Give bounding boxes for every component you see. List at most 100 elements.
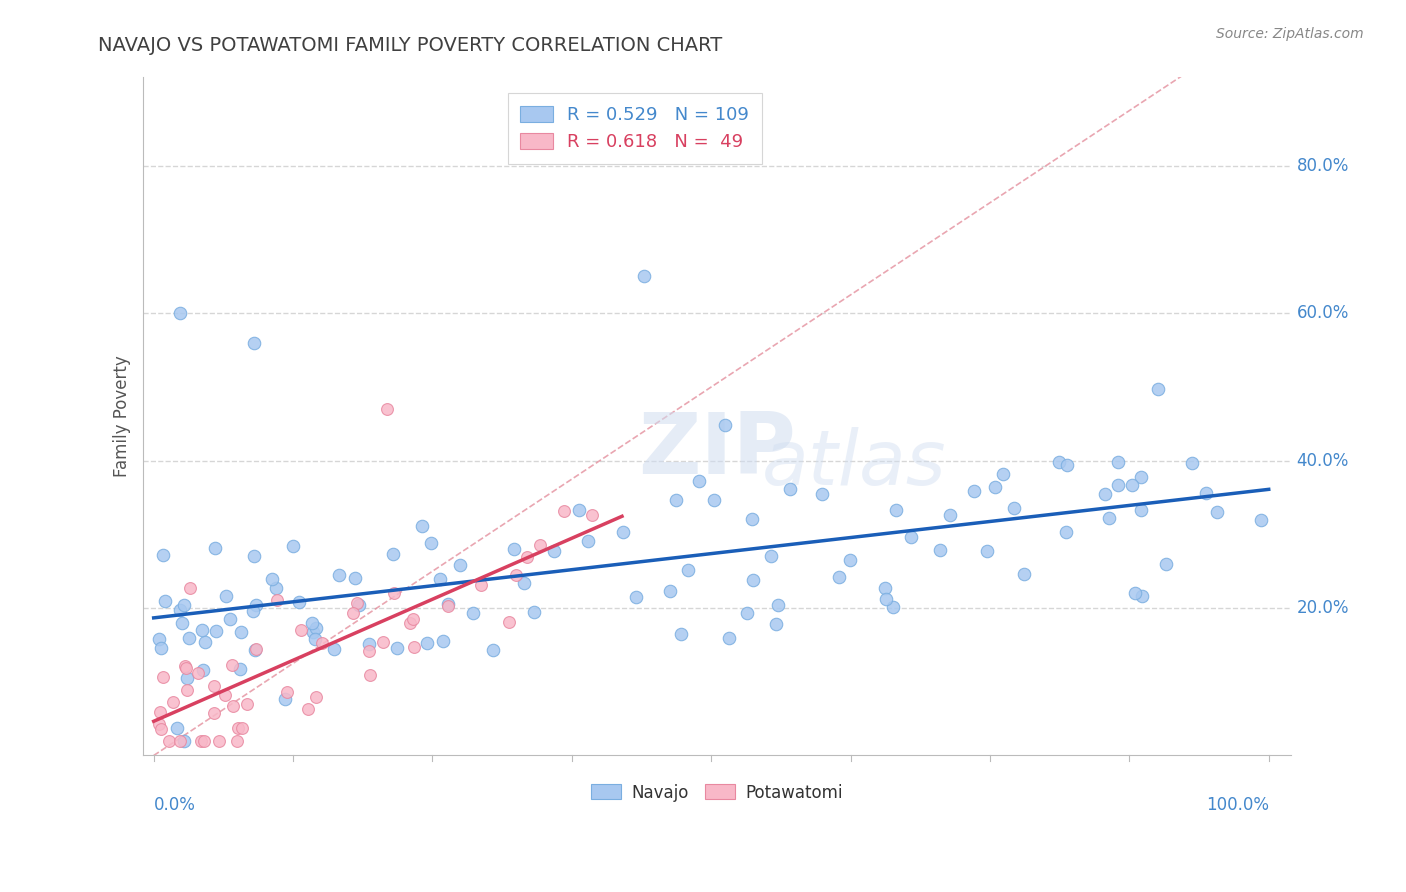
Navajo (429, 572, 451, 586)
Navajo (323, 641, 346, 656)
Text: 60.0%: 60.0% (1296, 304, 1348, 322)
Navajo (1056, 458, 1078, 472)
Text: Source: ZipAtlas.com: Source: ZipAtlas.com (1216, 27, 1364, 41)
Navajo (449, 558, 471, 573)
Navajo (243, 335, 266, 350)
Navajo (172, 616, 194, 631)
Potawatomi (470, 577, 492, 591)
Navajo (264, 581, 287, 595)
Navajo (839, 553, 862, 567)
Navajo (166, 722, 188, 736)
Navajo (659, 583, 682, 598)
Potawatomi (222, 699, 245, 714)
Potawatomi (346, 596, 368, 610)
Navajo (976, 543, 998, 558)
Navajo (523, 605, 546, 619)
Navajo (1107, 455, 1129, 469)
Potawatomi (529, 538, 551, 552)
Navajo (1195, 486, 1218, 500)
Potawatomi (152, 670, 174, 684)
Potawatomi (305, 690, 328, 705)
Navajo (387, 640, 409, 655)
Navajo (929, 542, 952, 557)
Potawatomi (498, 615, 520, 630)
Navajo (176, 671, 198, 685)
Potawatomi (214, 689, 236, 703)
Potawatomi (208, 733, 231, 747)
Navajo (328, 568, 350, 582)
Navajo (875, 591, 897, 606)
Navajo (714, 417, 737, 432)
Navajo (1130, 590, 1153, 604)
Potawatomi (176, 683, 198, 698)
Navajo (274, 692, 297, 706)
Navajo (1012, 567, 1035, 582)
Navajo (612, 524, 634, 539)
Navajo (153, 593, 176, 607)
Potawatomi (266, 593, 288, 607)
Navajo (382, 547, 405, 561)
Navajo (1002, 501, 1025, 516)
Potawatomi (398, 615, 420, 630)
Navajo (262, 572, 284, 586)
Potawatomi (169, 733, 191, 747)
Navajo (215, 589, 238, 603)
Navajo (416, 636, 439, 650)
Potawatomi (226, 733, 249, 747)
Navajo (1181, 456, 1204, 470)
Potawatomi (311, 636, 333, 650)
Potawatomi (516, 549, 538, 564)
Text: NAVAJO VS POTAWATOMI FAMILY POVERTY CORRELATION CHART: NAVAJO VS POTAWATOMI FAMILY POVERTY CORR… (98, 36, 723, 54)
Navajo (665, 492, 688, 507)
Navajo (938, 508, 960, 522)
Text: atlas: atlas (762, 427, 946, 501)
Navajo (1047, 455, 1070, 469)
Potawatomi (187, 665, 209, 680)
Navajo (735, 606, 758, 620)
Potawatomi (402, 612, 425, 626)
Navajo (1125, 586, 1147, 600)
Navajo (287, 595, 309, 609)
Navajo (461, 606, 484, 620)
Navajo (984, 480, 1007, 494)
Navajo (344, 570, 367, 584)
Potawatomi (202, 679, 225, 693)
Potawatomi (357, 644, 380, 658)
Potawatomi (382, 586, 405, 600)
Navajo (231, 625, 253, 640)
Navajo (305, 621, 328, 635)
Navajo (717, 632, 740, 646)
Navajo (173, 733, 195, 747)
Navajo (481, 643, 503, 657)
Potawatomi (553, 504, 575, 518)
Text: 80.0%: 80.0% (1296, 157, 1348, 175)
Navajo (193, 634, 215, 648)
Navajo (169, 603, 191, 617)
Navajo (703, 493, 725, 508)
Navajo (884, 503, 907, 517)
Text: ZIP: ZIP (638, 409, 796, 491)
Potawatomi (581, 508, 603, 523)
Navajo (301, 624, 323, 639)
Potawatomi (373, 635, 395, 649)
Navajo (191, 623, 214, 637)
Navajo (148, 632, 170, 647)
Navajo (765, 616, 787, 631)
Y-axis label: Family Poverty: Family Poverty (114, 356, 131, 477)
Potawatomi (148, 717, 170, 731)
Navajo (669, 627, 692, 641)
Navajo (152, 548, 174, 562)
Navajo (169, 306, 191, 320)
Navajo (432, 634, 454, 648)
Potawatomi (236, 697, 259, 711)
Navajo (204, 541, 226, 555)
Potawatomi (204, 706, 226, 721)
Navajo (576, 534, 599, 549)
Potawatomi (404, 640, 426, 654)
Navajo (1094, 487, 1116, 501)
Potawatomi (245, 641, 267, 656)
Navajo (963, 484, 986, 499)
Navajo (357, 637, 380, 651)
Text: 0.0%: 0.0% (153, 796, 195, 814)
Navajo (779, 482, 801, 496)
